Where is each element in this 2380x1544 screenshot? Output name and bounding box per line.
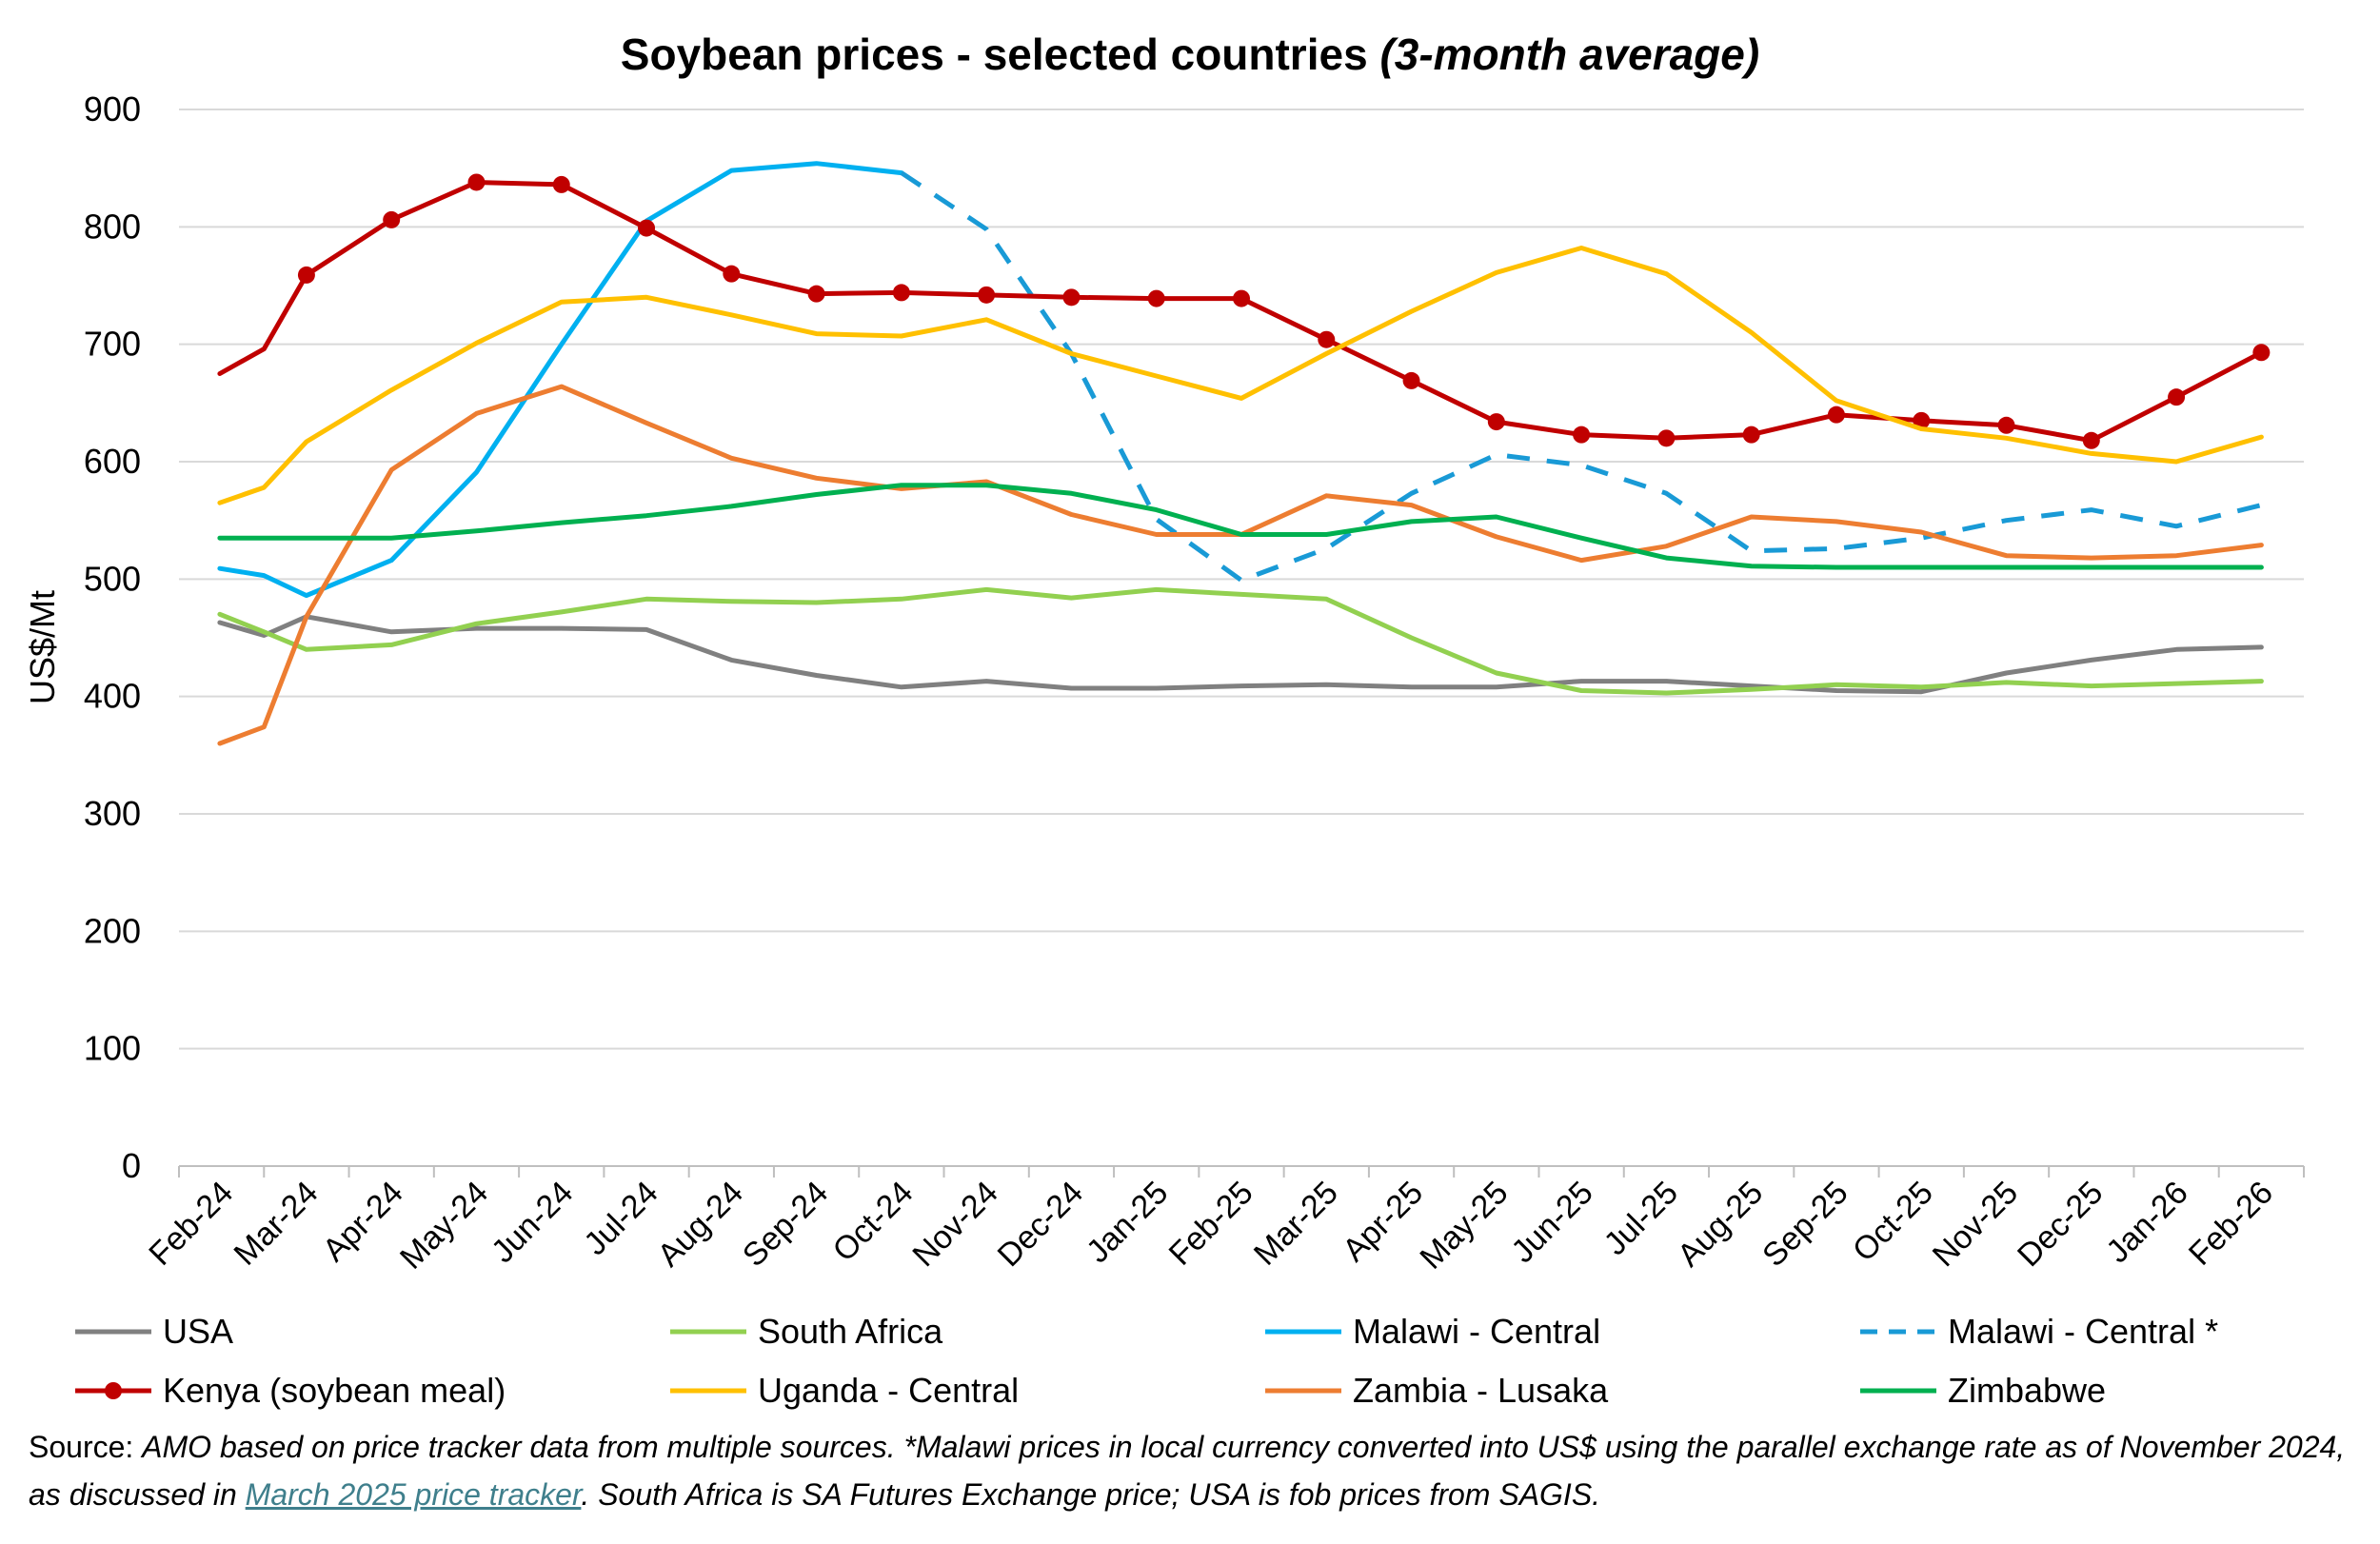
y-tick-label: 900 bbox=[84, 89, 141, 129]
x-tick-label: Nov-25 bbox=[1926, 1175, 2025, 1274]
x-tick-label: Feb-24 bbox=[142, 1175, 240, 1273]
series-lines bbox=[217, 161, 2271, 746]
data-point-kenya-soybean-meal bbox=[807, 285, 825, 303]
source-label: Source: bbox=[29, 1430, 134, 1464]
x-tick-label: Mar-24 bbox=[228, 1175, 326, 1273]
y-tick-label: 500 bbox=[84, 559, 141, 598]
data-point-kenya-soybean-meal bbox=[1487, 413, 1505, 431]
y-tick-label: 800 bbox=[84, 207, 141, 246]
x-tick-label: Jun-25 bbox=[1504, 1175, 1599, 1270]
x-tick-label: Dec-24 bbox=[991, 1175, 1090, 1274]
grid-lines bbox=[179, 109, 2304, 1050]
x-tick-label: Mar-25 bbox=[1247, 1175, 1345, 1273]
data-point-kenya-soybean-meal bbox=[2168, 388, 2186, 406]
data-point-kenya-soybean-meal bbox=[2252, 344, 2271, 362]
y-tick-label: 700 bbox=[84, 325, 141, 364]
data-point-kenya-soybean-meal bbox=[1742, 426, 1760, 444]
series-line-uganda-central bbox=[217, 246, 2264, 505]
data-point-kenya-soybean-meal bbox=[467, 173, 486, 191]
data-point-kenya-soybean-meal bbox=[1233, 289, 1250, 307]
series-line-zimbabwe bbox=[217, 483, 2264, 570]
data-point-kenya-soybean-meal bbox=[2082, 431, 2100, 449]
x-tick-label: Jan-25 bbox=[1080, 1175, 1175, 1270]
x-tick-label: Oct-24 bbox=[826, 1175, 921, 1269]
chart-title-main: Soybean prices - selected countries bbox=[620, 30, 1368, 79]
data-point-kenya-soybean-meal bbox=[1573, 426, 1591, 444]
x-tick-label: Aug-25 bbox=[1671, 1175, 1770, 1274]
y-tick-label: 600 bbox=[84, 442, 141, 481]
data-point-kenya-soybean-meal bbox=[638, 219, 656, 237]
data-point-kenya-soybean-meal bbox=[383, 210, 401, 228]
y-tick-label: 200 bbox=[84, 911, 141, 950]
x-tick-label: May-24 bbox=[393, 1175, 495, 1277]
data-point-kenya-soybean-meal bbox=[978, 286, 996, 304]
x-tick-label: Sep-24 bbox=[736, 1175, 835, 1274]
x-tick-label: May-25 bbox=[1413, 1175, 1515, 1277]
series-line-usa bbox=[217, 614, 2264, 695]
chart-title-suffix: (3-month average) bbox=[1379, 30, 1760, 79]
series-line-south-africa bbox=[217, 586, 2264, 696]
y-tick-label: 100 bbox=[84, 1029, 141, 1068]
x-tick-label: Aug-24 bbox=[651, 1175, 750, 1274]
x-tick-label: Jan-26 bbox=[2099, 1175, 2194, 1270]
x-tick-label: Sep-25 bbox=[1755, 1175, 1854, 1274]
x-axis bbox=[178, 1165, 2305, 1178]
x-tick-label: Nov-24 bbox=[905, 1175, 1004, 1274]
source-text-1: AMO based on price tracker data from mul… bbox=[29, 1430, 2346, 1512]
data-point-kenya-soybean-meal bbox=[1402, 371, 1420, 389]
y-tick-label: 300 bbox=[84, 794, 141, 833]
data-point-kenya-soybean-meal bbox=[1913, 411, 1931, 429]
source-link[interactable]: March 2025 price tracker bbox=[245, 1477, 582, 1512]
data-point-kenya-soybean-meal bbox=[723, 265, 741, 283]
y-axis-ticks: 0 100 200 300 400 500 600 700 800 900 bbox=[84, 89, 141, 1185]
chart-title: Soybean prices - selected countries (3-m… bbox=[0, 29, 2380, 80]
series-line-malawi-central bbox=[900, 170, 2263, 584]
data-point-kenya-soybean-meal bbox=[1147, 289, 1165, 307]
data-point-kenya-soybean-meal bbox=[1657, 429, 1676, 447]
series-line-malawi-central bbox=[217, 161, 904, 599]
data-point-kenya-soybean-meal bbox=[552, 175, 570, 193]
x-axis-ticks: Feb-24Mar-24Apr-24May-24Jun-24Jul-24Aug-… bbox=[142, 1175, 2280, 1277]
series-line-kenya-soybean-meal bbox=[217, 180, 2264, 444]
x-tick-label: Dec-25 bbox=[2011, 1175, 2110, 1274]
x-tick-label: Jun-24 bbox=[485, 1175, 580, 1270]
x-tick-label: Oct-25 bbox=[1846, 1175, 1940, 1269]
x-tick-label: Feb-25 bbox=[1162, 1175, 1260, 1273]
y-tick-label: 0 bbox=[122, 1146, 141, 1185]
data-point-kenya-soybean-meal bbox=[1827, 406, 1845, 424]
data-point-kenya-soybean-meal bbox=[1997, 416, 2015, 434]
y-tick-label: 400 bbox=[84, 677, 141, 716]
source-text-2: . South Africa is SA Futures Exchange pr… bbox=[581, 1477, 1601, 1512]
x-tick-label: Feb-26 bbox=[2182, 1175, 2280, 1273]
series-line-zambia-lusaka bbox=[217, 384, 2264, 746]
data-point-kenya-soybean-meal bbox=[892, 284, 910, 302]
data-point-kenya-soybean-meal bbox=[1318, 330, 1336, 348]
data-point-kenya-soybean-meal bbox=[1062, 288, 1081, 307]
source-note: Source: AMO based on price tracker data … bbox=[29, 1423, 2351, 1518]
data-point-kenya-soybean-meal bbox=[297, 266, 315, 284]
